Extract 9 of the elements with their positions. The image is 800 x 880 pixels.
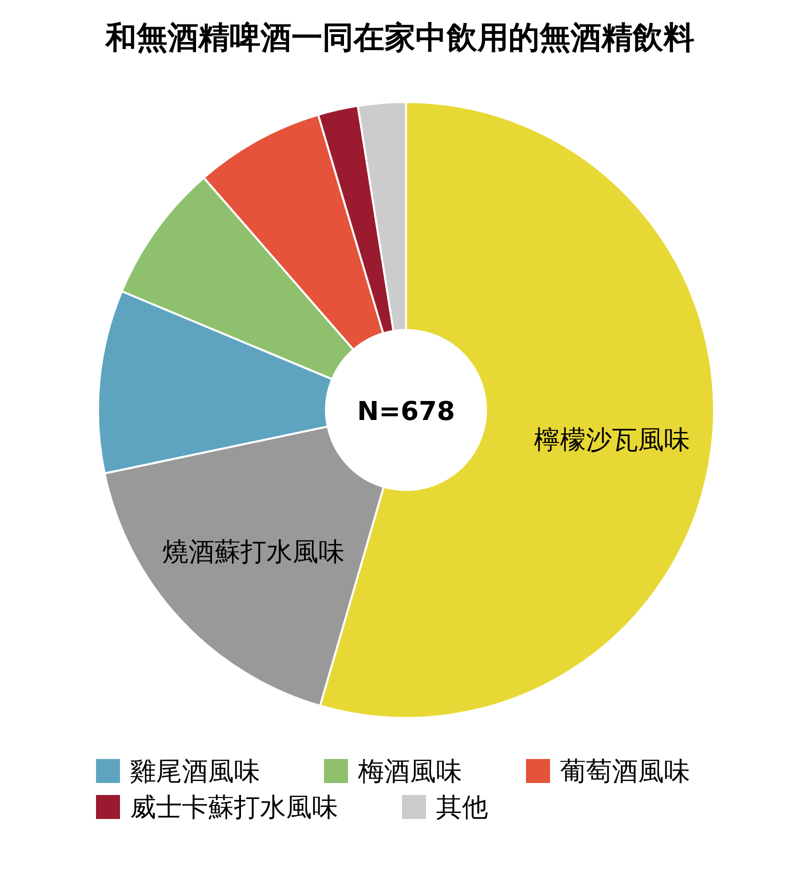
legend-label: 雞尾酒風味 bbox=[130, 757, 260, 787]
legend-label: 其他 bbox=[436, 793, 488, 823]
legend-label: 梅酒風味 bbox=[357, 757, 462, 787]
legend-label: 威士卡蘇打水風味 bbox=[130, 793, 338, 823]
slice-label: 燒酒蘇打水風味 bbox=[162, 537, 345, 568]
text: N=678 bbox=[357, 397, 455, 427]
chart-title: 和無酒精啤酒一同在家中飲用的無酒精飲料 bbox=[104, 20, 694, 56]
legend-label: 葡萄酒風味 bbox=[560, 757, 690, 787]
slice-label: 檸檬沙瓦風味 bbox=[534, 425, 690, 456]
